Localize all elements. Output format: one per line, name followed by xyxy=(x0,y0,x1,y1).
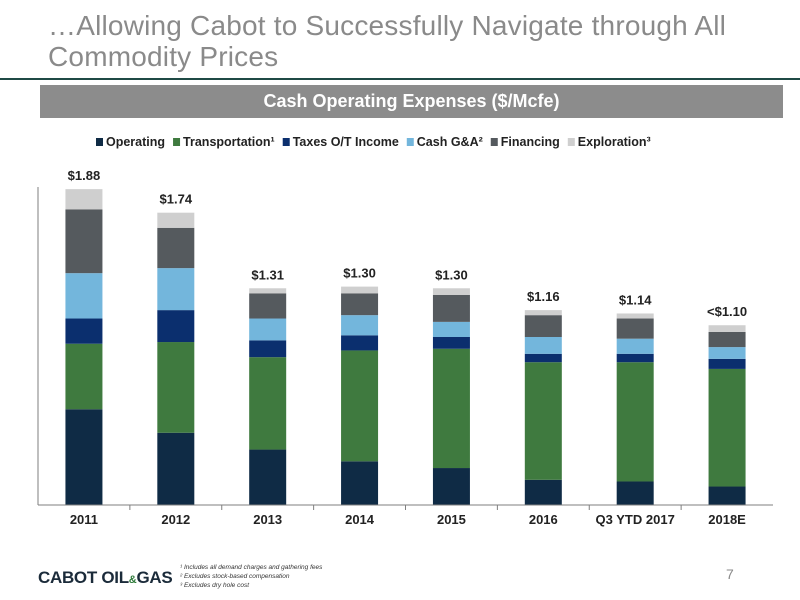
bar-segment-0-3 xyxy=(65,273,103,319)
company-logo: CABOT OIL&GAS xyxy=(38,568,173,587)
stacked-bar-chart: Operating Transportation¹ Taxes O/T Income… xyxy=(37,135,773,527)
bar-segment-4-2 xyxy=(432,337,470,349)
bar-segment-1-4 xyxy=(157,227,195,269)
bar-segment-4-0 xyxy=(432,468,470,505)
bar-segment-6-3 xyxy=(616,338,654,354)
bar-segment-1-5 xyxy=(157,212,195,228)
bar-segment-6-1 xyxy=(616,362,654,482)
bar-segment-1-0 xyxy=(157,432,195,505)
bar-segment-3-0 xyxy=(341,461,379,505)
bar-segment-6-2 xyxy=(616,353,654,363)
bar-segment-3-2 xyxy=(341,335,379,351)
legend-swatch-1 xyxy=(173,138,181,146)
footnote-3: ³ Excludes dry hole cost xyxy=(180,582,250,589)
bar-segment-0-2 xyxy=(65,318,103,344)
footnote-2: ² Excludes stock-based compensation xyxy=(180,573,290,580)
bar-total-label: <$1.10 xyxy=(707,304,747,319)
bar-segment-3-4 xyxy=(341,293,379,316)
footnote-1: ¹ Includes all demand charges and gather… xyxy=(180,564,323,571)
legend-label-3: Cash G&A² xyxy=(417,135,483,149)
bar-total-label: $1.14 xyxy=(619,292,652,307)
x-tick-label: 2012 xyxy=(161,512,190,527)
title-divider xyxy=(0,78,800,80)
bar-segment-7-5 xyxy=(708,325,746,332)
legend-swatch-2 xyxy=(282,138,290,146)
bar-segment-4-4 xyxy=(432,295,470,322)
bar-total-label: $1.74 xyxy=(160,192,193,207)
bar-segment-6-0 xyxy=(616,481,654,505)
bar-segment-7-1 xyxy=(708,368,746,487)
x-tick-label: 2014 xyxy=(345,512,375,527)
legend-swatch-4 xyxy=(490,138,498,146)
bar-segment-2-0 xyxy=(249,449,287,505)
legend-label-1: Transportation¹ xyxy=(183,135,275,149)
footnotes: ¹ Includes all demand charges and gather… xyxy=(180,563,322,590)
x-tick-label: 2016 xyxy=(529,512,558,527)
bar-segment-7-4 xyxy=(708,331,746,348)
bar-segment-2-1 xyxy=(249,357,287,450)
bar-segment-5-4 xyxy=(524,315,562,337)
x-tick-label: Q3 YTD 2017 xyxy=(596,512,675,527)
bar-segment-1-1 xyxy=(157,342,195,433)
bar-segment-7-3 xyxy=(708,347,746,359)
legend-label-5: Exploration³ xyxy=(578,135,651,149)
bar-segment-2-2 xyxy=(249,340,287,358)
bar-total-label: $1.31 xyxy=(251,267,284,282)
bar-segment-0-0 xyxy=(65,409,103,505)
legend-label-0: Operating xyxy=(106,135,165,149)
bar-segment-1-3 xyxy=(157,268,195,311)
bar-segment-2-5 xyxy=(249,288,287,294)
bar-segment-0-1 xyxy=(65,343,103,410)
bar-segment-5-0 xyxy=(524,479,562,505)
bar-segment-0-5 xyxy=(65,189,103,210)
chart-title: Cash Operating Expenses ($/Mcfe) xyxy=(40,85,783,118)
x-tick-label: 2015 xyxy=(437,512,466,527)
x-tick-label: 2013 xyxy=(253,512,282,527)
legend-swatch-5 xyxy=(567,138,575,146)
bar-segment-0-4 xyxy=(65,209,103,274)
bar-segment-7-0 xyxy=(708,486,746,505)
bar-total-label: $1.30 xyxy=(435,267,468,282)
legend-label-4: Financing xyxy=(501,135,560,149)
bar-segment-3-3 xyxy=(341,315,379,336)
bar-segment-5-1 xyxy=(524,362,562,480)
bar-segment-7-2 xyxy=(708,358,746,369)
x-tick-label: 2011 xyxy=(70,512,98,527)
slide-title: …Allowing Cabot to Successfully Navigate… xyxy=(48,10,727,72)
bar-total-label: $1.30 xyxy=(343,266,376,281)
bar-segment-3-1 xyxy=(341,350,379,462)
page-number: 7 xyxy=(726,566,734,582)
bar-segment-4-3 xyxy=(432,321,470,337)
bar-segment-5-5 xyxy=(524,310,562,316)
bar-segment-4-1 xyxy=(432,348,470,469)
bar-segment-4-5 xyxy=(432,288,470,295)
bar-total-label: $1.88 xyxy=(68,168,101,183)
legend-swatch-3 xyxy=(406,138,414,146)
bar-segment-2-4 xyxy=(249,293,287,319)
bar-segment-5-2 xyxy=(524,353,562,363)
bar-segment-6-4 xyxy=(616,318,654,339)
bar-segment-2-3 xyxy=(249,318,287,341)
bar-segment-6-5 xyxy=(616,313,654,319)
legend-label-2: Taxes O/T Income xyxy=(293,135,399,149)
bar-segment-5-3 xyxy=(524,337,562,354)
bar-total-label: $1.16 xyxy=(527,289,560,304)
bar-segment-3-5 xyxy=(341,286,379,294)
legend-swatch-0 xyxy=(96,138,103,146)
x-tick-label: 2018E xyxy=(708,512,746,527)
bar-segment-1-2 xyxy=(157,310,195,343)
